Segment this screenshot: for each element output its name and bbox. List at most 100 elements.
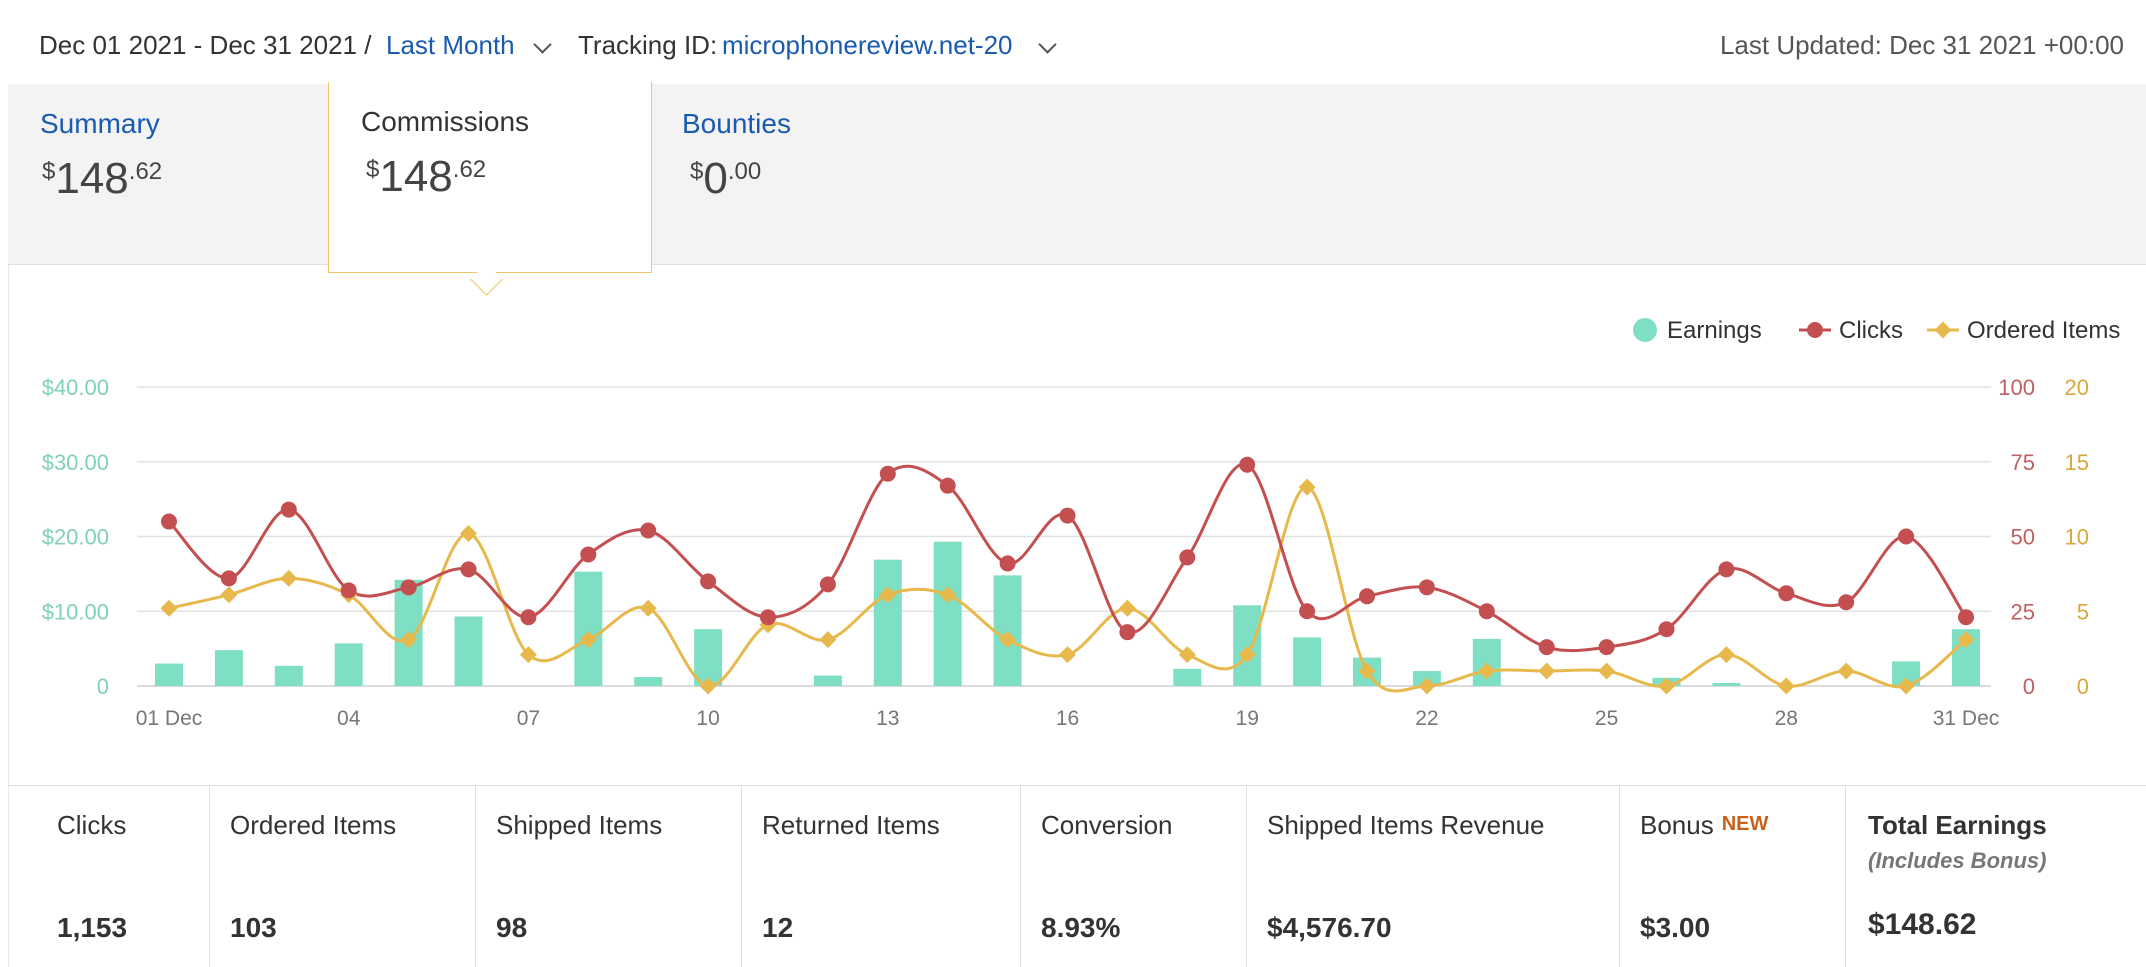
ordered-items-point — [460, 525, 477, 542]
tracking-chevron-down-icon[interactable] — [1038, 35, 1057, 54]
tab-bounties-label[interactable]: Bounties — [682, 108, 791, 139]
earnings-bar — [155, 663, 183, 686]
clicks-point — [1838, 594, 1855, 611]
metrics-summary: Clicks 1,153 Ordered Items 103 Shipped I… — [8, 785, 2146, 967]
chart-svg: 0 $10.00 $20.00 $30.00 $40.00 0 25 50 75 100 0 5 10 1… — [42, 317, 2121, 730]
clicks-axis-tick-label: 50 — [2011, 525, 2035, 550]
ordered-items-point — [879, 586, 897, 604]
earnings-bar — [1173, 668, 1202, 686]
tab-summary-label[interactable]: Summary — [40, 108, 160, 139]
ordered-items-point — [819, 631, 837, 649]
ordered-items-point — [1777, 677, 1795, 695]
legend-ordered-marker — [1934, 321, 1952, 339]
tab-commissions[interactable]: Commissions $148.62 — [328, 82, 652, 273]
clicks-axis-tick-label: 100 — [1998, 375, 2035, 400]
ordered-items-point — [699, 677, 717, 695]
metric-shipped-value: 98 — [496, 912, 528, 943]
legend-clicks-label: Clicks — [1839, 317, 1903, 344]
clicks-point — [1418, 579, 1435, 596]
legend-earnings-label: Earnings — [1667, 317, 1762, 344]
tab-summary[interactable]: Summary $148.62 — [8, 84, 328, 264]
ordered-items-point — [1538, 662, 1556, 680]
clicks-point — [700, 573, 717, 590]
ordered-axis-tick-label: 0 — [2077, 674, 2089, 699]
x-axis-tick-label: 22 — [1415, 707, 1438, 730]
ordered-items-point — [400, 631, 418, 649]
clicks-axis-tick-label: 75 — [2011, 450, 2035, 475]
tracking-label: Tracking ID: — [578, 30, 718, 60]
clicks-point — [819, 576, 836, 593]
tracking-id-dropdown[interactable]: microphonereview.net-20 — [722, 30, 1013, 60]
left-axis-tick-label: $10.00 — [42, 599, 109, 624]
earnings-bar — [274, 665, 303, 686]
clicks-axis-tick-label: 25 — [2011, 599, 2035, 624]
left-axis-tick-label: 0 — [97, 674, 109, 699]
ordered-items-point — [1178, 646, 1196, 664]
ordered-items-point — [280, 569, 298, 587]
clicks-point — [1658, 621, 1675, 638]
earnings-bar — [334, 643, 363, 686]
ordered-items-point — [519, 646, 537, 664]
x-axis-tick-label: 01 Dec — [136, 707, 203, 730]
period-dropdown[interactable]: Last Month — [386, 30, 515, 60]
x-axis-tick-label: 19 — [1236, 707, 1259, 730]
ordered-items-point — [220, 586, 238, 604]
clicks-point — [220, 570, 237, 587]
earnings-bar — [933, 541, 962, 686]
clicks-point — [1898, 528, 1915, 545]
earnings-chart: 0 $10.00 $20.00 $30.00 $40.00 0 25 50 75 100 0 5 10 1… — [8, 265, 2146, 785]
legend-earnings-marker — [1633, 318, 1657, 342]
tab-commissions-label[interactable]: Commissions — [361, 106, 530, 137]
x-axis-tick-label: 07 — [517, 707, 540, 730]
tab-bounties[interactable]: Bounties $0.00 — [650, 84, 970, 264]
ordered-items-point — [1837, 662, 1855, 680]
clicks-point — [640, 522, 657, 539]
earnings-bar — [634, 677, 663, 686]
metric-bonus: Bonus NEW $3.00 — [1620, 786, 1846, 967]
ordered-items-point — [1658, 677, 1675, 695]
ordered-axis-tick-label: 15 — [2065, 450, 2089, 475]
earnings-bar — [694, 629, 723, 686]
earnings-bar — [993, 575, 1022, 686]
earnings-tabs: Summary $148.62 Commissions $148.62 Boun… — [8, 82, 2146, 273]
clicks-point — [520, 609, 537, 626]
chart-tick-labels: 0 $10.00 $20.00 $30.00 $40.00 0 25 50 75 100 0 5 10 1… — [42, 375, 2089, 730]
new-badge: NEW — [1721, 813, 1769, 835]
earnings-bars — [155, 541, 1980, 686]
clicks-point — [1478, 603, 1495, 620]
metric-total-earnings: Total Earnings (Includes Bonus) $148.62 — [1846, 786, 2146, 967]
chart-gridlines — [137, 386, 1991, 687]
ordered-items-point — [1118, 599, 1136, 617]
clicks-point — [1239, 456, 1256, 473]
earnings-bar — [454, 616, 483, 686]
ordered-items-line — [168, 485, 1967, 693]
x-axis-tick-label: 13 — [876, 707, 899, 730]
clicks-point — [1778, 585, 1795, 602]
chart-points — [160, 456, 1975, 695]
metric-ordered-value: 103 — [230, 912, 277, 943]
ordered-items-point — [639, 599, 657, 617]
left-axis-tick-label: $40.00 — [42, 375, 109, 400]
metric-conversion-label: Conversion — [1041, 810, 1173, 840]
metric-ordered-label: Ordered Items — [230, 810, 397, 840]
ordered-items-point — [1418, 677, 1436, 695]
clicks-point — [460, 561, 477, 578]
clicks-point — [400, 579, 417, 596]
period-chevron-down-icon[interactable] — [533, 35, 552, 54]
metric-bonus-value: $3.00 — [1640, 912, 1711, 943]
left-axis-tick-label: $30.00 — [42, 450, 109, 475]
ordered-items-point — [579, 631, 597, 649]
earnings-bar — [214, 650, 243, 686]
x-axis-tick-label: 31 Dec — [1933, 707, 2000, 730]
clicks-point — [1538, 639, 1555, 656]
metric-clicks: Clicks 1,153 — [9, 786, 210, 967]
metric-shipped-items: Shipped Items 98 — [476, 786, 742, 967]
commissions-amount: $148.62 — [366, 152, 487, 201]
clicks-point — [1718, 561, 1735, 578]
clicks-point — [1299, 603, 1316, 620]
metric-total-sub: (Includes Bonus) — [1868, 848, 2047, 873]
metric-ordered-items: Ordered Items 103 — [210, 786, 476, 967]
metric-shipped-revenue: Shipped Items Revenue $4,576.70 — [1247, 786, 1620, 967]
chart-legend: Earnings Clicks Ordered Items — [1633, 317, 2120, 344]
clicks-point — [280, 501, 297, 518]
